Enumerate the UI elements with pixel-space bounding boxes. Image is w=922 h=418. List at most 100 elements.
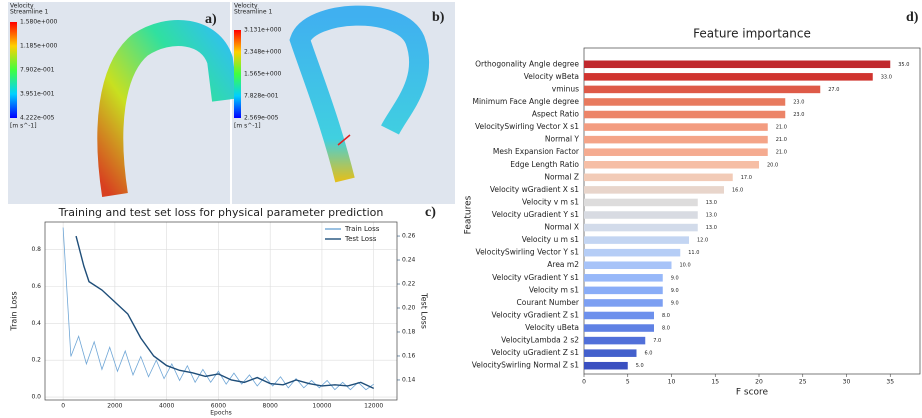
y-tick-label: Velocity vGradient Y s1 (492, 273, 579, 282)
value-label: 21.0 (776, 150, 787, 156)
bar (584, 337, 645, 345)
x-axis-label: F score (736, 388, 769, 398)
y2-tick-label: 0.26 (402, 233, 416, 240)
y-tick-label: 0.0 (31, 394, 41, 401)
chart-title: Feature importance (693, 27, 811, 41)
y-tick-label: Mesh Expansion Factor (493, 147, 580, 156)
y-tick-label: Area m2 (547, 260, 579, 269)
value-label: 9.0 (671, 300, 679, 306)
y-tick-label: vminus (552, 84, 579, 93)
y-axis-label: Features (464, 195, 474, 234)
y-tick-label: Normal Z (544, 172, 579, 181)
value-label: 23.0 (793, 112, 804, 118)
chart-title: Training and test set loss for physical … (58, 206, 384, 219)
colorbar-label: 1.565e+000 (244, 71, 282, 78)
figure: VelocityStreamline 11.580e+0001.185e+000… (0, 0, 922, 418)
x-tick-label: 5 (626, 379, 630, 386)
value-label: 8.0 (662, 313, 670, 319)
bar (584, 161, 759, 169)
x-tick-label: 20 (755, 379, 763, 386)
bar (584, 362, 628, 370)
x-tick-label: 0 (61, 403, 65, 410)
x-tick-label: 30 (843, 379, 851, 386)
value-label: 11.0 (688, 250, 699, 256)
x-tick-label: 0 (582, 379, 586, 386)
y2-tick-label: 0.18 (402, 328, 416, 335)
x-tick-label: 2000 (107, 403, 122, 410)
y-tick-label: Velocity v m s1 (522, 197, 579, 206)
y-tick-label: 0.2 (31, 357, 41, 364)
x-tick-label: 12000 (364, 403, 383, 410)
y-tick-label: Velocity uGradient Z s1 (491, 348, 579, 357)
image-subtitle: Streamline 1 (234, 9, 272, 16)
y-tick-label: Normal Y (545, 135, 580, 144)
bar (584, 349, 637, 357)
bar (584, 136, 768, 144)
bar (584, 98, 785, 106)
colorbar (234, 30, 241, 118)
y-tick-label: VelocityLambda 2 s2 (501, 336, 579, 345)
x-tick-label: 10000 (312, 403, 331, 410)
value-label: 35.0 (898, 62, 909, 68)
y-tick-label: 0.4 (31, 320, 41, 327)
colorbar-label: 1.580e+000 (20, 19, 58, 26)
bar (584, 287, 663, 295)
bar (584, 61, 890, 69)
y-tick-label: 0.8 (31, 246, 41, 253)
colorbar-label: 2.569e-005 (244, 115, 279, 122)
x-axis-label: Epochs (210, 410, 232, 417)
bar (584, 324, 654, 332)
value-label: 20.0 (767, 162, 778, 168)
y2-tick-label: 0.14 (402, 376, 416, 383)
y-tick-label: Aspect Ratio (532, 110, 580, 119)
value-label: 6.0 (645, 351, 653, 357)
colorbar-label: 4.222e-005 (20, 115, 55, 122)
x-tick-label: 25 (799, 379, 807, 386)
colorbar-unit: [m s^-1] (10, 123, 37, 130)
x-tick-label: 6000 (211, 403, 226, 410)
bar (584, 111, 785, 119)
y-tick-label: Velocity wBeta (524, 72, 579, 81)
y-tick-label: VelocitySwirling Vector Y s1 (476, 248, 580, 257)
bar (584, 249, 680, 257)
y-tick-label: Velocity vGradient Z s1 (492, 310, 580, 319)
bar (584, 312, 654, 320)
x-tick-label: 10 (668, 379, 676, 386)
bar (584, 236, 689, 244)
y2-tick-label: 0.20 (402, 305, 416, 312)
bar (584, 299, 663, 307)
value-label: 27.0 (828, 87, 839, 93)
bar (584, 123, 768, 131)
x-tick-label: 8000 (263, 403, 278, 410)
y-tick-label: Velocity u m s1 (522, 235, 580, 244)
value-label: 9.0 (671, 288, 679, 294)
colorbar-label: 7.902e-001 (20, 67, 55, 74)
bar (584, 73, 873, 81)
colorbar-label: 3.951e-001 (20, 91, 55, 98)
loss-line (76, 236, 374, 388)
value-label: 13.0 (706, 200, 717, 206)
value-label: 17.0 (741, 175, 752, 181)
bar (584, 274, 663, 282)
value-label: 21.0 (776, 125, 787, 131)
y-tick-label: Velocity uGradient Y s1 (492, 210, 579, 219)
y2-tick-label: 0.16 (402, 352, 416, 359)
bar (584, 261, 672, 269)
y-tick-label: Velocity wGradient X s1 (490, 185, 579, 194)
y-tick-label: Normal X (544, 223, 579, 232)
x-tick-label: 4000 (159, 403, 174, 410)
bar (584, 86, 820, 94)
legend-label: Train Loss (344, 225, 380, 233)
x-tick-label: 35 (886, 379, 894, 386)
y-tick-label: 0.6 (31, 283, 41, 290)
y2-tick-label: 0.22 (402, 281, 416, 288)
colorbar (10, 22, 17, 118)
panel-label: a) (205, 12, 217, 27)
bar (584, 224, 698, 232)
value-label: 5.0 (636, 363, 644, 369)
plot-frame (45, 222, 397, 400)
colorbar-label: 2.348e+000 (244, 49, 282, 56)
legend-label: Test Loss (344, 235, 377, 243)
value-label: 7.0 (653, 338, 661, 344)
value-label: 9.0 (671, 275, 679, 281)
